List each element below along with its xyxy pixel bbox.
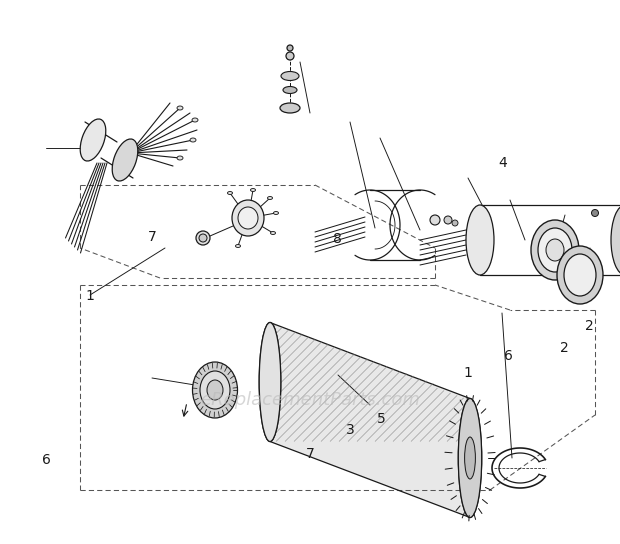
Ellipse shape: [273, 212, 278, 214]
Ellipse shape: [250, 189, 255, 191]
Ellipse shape: [196, 231, 210, 245]
Ellipse shape: [557, 246, 603, 304]
Text: 6: 6: [42, 453, 51, 467]
Ellipse shape: [466, 205, 494, 275]
Ellipse shape: [228, 191, 232, 195]
Ellipse shape: [538, 228, 572, 272]
Ellipse shape: [283, 86, 297, 94]
Ellipse shape: [259, 323, 281, 442]
Ellipse shape: [192, 118, 198, 122]
Ellipse shape: [281, 71, 299, 81]
Text: 6: 6: [504, 349, 513, 363]
Ellipse shape: [430, 215, 440, 225]
Text: 5: 5: [377, 412, 386, 426]
Ellipse shape: [286, 52, 294, 60]
Ellipse shape: [464, 437, 476, 479]
Ellipse shape: [80, 119, 106, 161]
Ellipse shape: [444, 216, 452, 224]
Ellipse shape: [199, 234, 207, 242]
Ellipse shape: [177, 156, 183, 160]
Ellipse shape: [452, 220, 458, 226]
Ellipse shape: [190, 138, 196, 142]
Text: 4: 4: [498, 156, 507, 170]
Ellipse shape: [192, 362, 237, 418]
Ellipse shape: [531, 220, 579, 280]
Ellipse shape: [280, 103, 300, 113]
Ellipse shape: [238, 207, 258, 229]
Text: 2: 2: [560, 341, 569, 355]
Text: 3: 3: [346, 423, 355, 437]
Ellipse shape: [232, 200, 264, 236]
Ellipse shape: [458, 399, 482, 517]
Ellipse shape: [611, 205, 620, 275]
Ellipse shape: [287, 45, 293, 51]
Ellipse shape: [177, 106, 183, 110]
Polygon shape: [270, 323, 470, 517]
Ellipse shape: [546, 239, 564, 261]
Ellipse shape: [200, 371, 230, 409]
Ellipse shape: [458, 399, 482, 517]
Ellipse shape: [207, 380, 223, 400]
Text: eReplacementParts.com: eReplacementParts.com: [200, 391, 420, 409]
Ellipse shape: [270, 232, 275, 234]
Ellipse shape: [267, 196, 273, 200]
Ellipse shape: [591, 209, 598, 217]
Text: 1: 1: [464, 366, 472, 380]
Text: 1: 1: [86, 289, 94, 304]
Ellipse shape: [259, 323, 281, 442]
Text: 7: 7: [306, 447, 314, 461]
Text: 8: 8: [334, 232, 342, 246]
Ellipse shape: [112, 139, 138, 181]
Ellipse shape: [236, 244, 241, 248]
Text: 2: 2: [585, 319, 593, 333]
Text: 7: 7: [148, 230, 156, 244]
Ellipse shape: [564, 254, 596, 296]
